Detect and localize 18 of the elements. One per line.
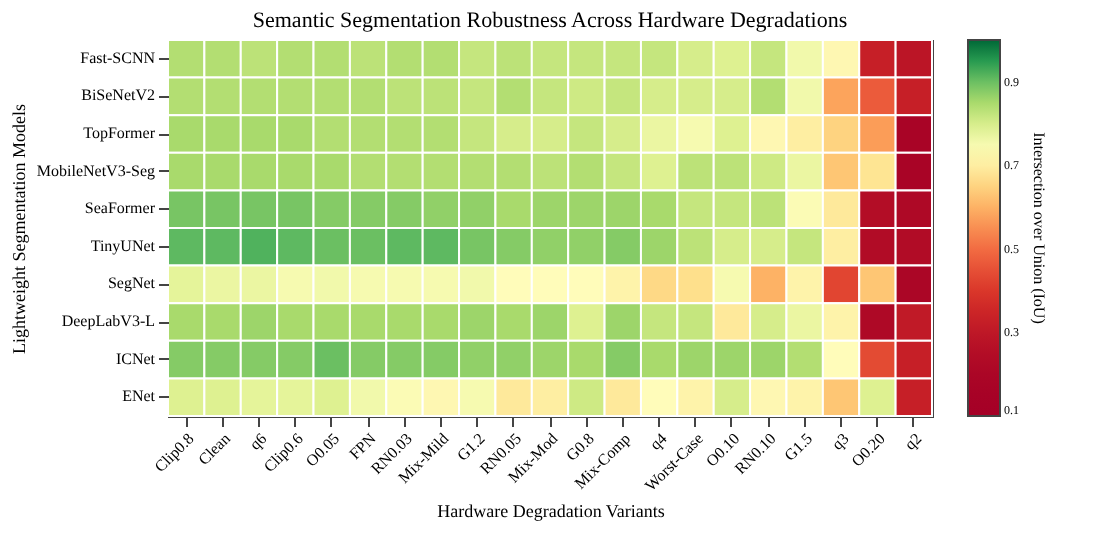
y-tick-label: TinyUNet: [90, 236, 157, 255]
x-tick-label: q2: [901, 429, 926, 454]
x-axis-title: Hardware Degradation Variants: [437, 500, 666, 521]
x-tick-label: q3: [828, 429, 853, 454]
y-tick-label: DeepLabV3-L: [61, 312, 156, 330]
y-tick-label: SegNet: [107, 274, 157, 293]
y-tick-label: ENet: [122, 387, 157, 406]
chart-title: Semantic Segmentation Robustness Across Hardware Degradations: [252, 9, 848, 33]
x-tick-label: G1.5: [780, 429, 816, 465]
y-axis-title: Lightweight Segmentation Models: [8, 103, 29, 354]
x-tick-label: q6: [246, 429, 271, 454]
y-tick-label: ICNet: [115, 349, 157, 368]
y-tick-label: SeaFormer: [84, 199, 156, 218]
y-tick-label: BiSeNetV2: [81, 86, 155, 105]
y-tick-label: Fast-SCNN: [80, 48, 156, 67]
y-tick-label: MobileNetV3-Seg: [36, 161, 155, 180]
color-bar-title: Intersection over Union (IoU): [1030, 132, 1048, 325]
y-tick-label: TopFormer: [83, 124, 156, 142]
